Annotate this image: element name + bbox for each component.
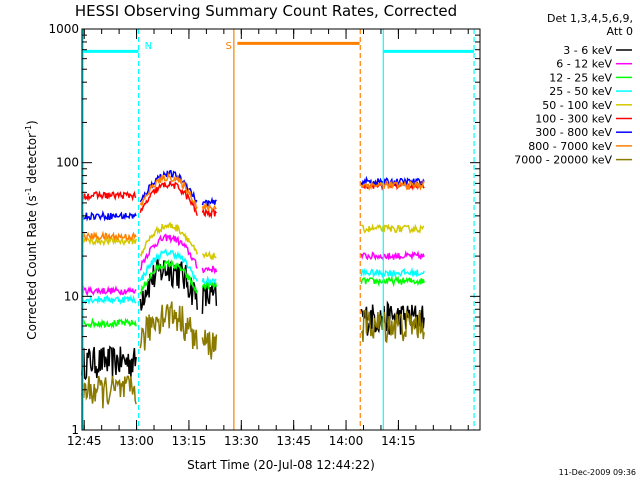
series-3-segment-4 <box>360 275 425 288</box>
legend-label-5: 50 - 100 keV <box>542 99 612 112</box>
y-tick-label: 1 <box>71 423 79 437</box>
y-axis-label: Corrected Count Rate (s-1 detector-1) <box>24 120 39 339</box>
x-tick-label: 14:00 <box>329 434 364 448</box>
series-9 <box>81 301 425 409</box>
x-axis: 12:45 13:00 13:15 13:30 13:45 14:00 14:15 <box>67 29 469 448</box>
series-5-segment-4 <box>361 223 425 234</box>
series-8-segment-1 <box>81 230 137 243</box>
y-tick-label: 1000 <box>48 22 79 36</box>
series-6-segment-3 <box>201 207 217 220</box>
legend-label-2: 6 - 12 keV <box>556 58 612 71</box>
series-8-segment-3 <box>201 202 217 212</box>
series-8 <box>81 171 425 243</box>
series-2-segment-3 <box>201 265 218 275</box>
series-9-segment-3 <box>201 329 218 360</box>
series-2 <box>81 233 425 297</box>
legend-header-detectors: Det 1,3,4,5,6,9, <box>547 12 633 25</box>
series-9-segment-4 <box>360 309 425 344</box>
marker-n: N <box>145 41 152 52</box>
marker-s: S <box>225 41 231 52</box>
series-4-segment-1 <box>81 294 137 306</box>
series-3 <box>81 259 425 330</box>
series-6-segment-2 <box>139 181 198 216</box>
chart-title: HESSI Observing Summary Count Rates, Cor… <box>75 2 457 20</box>
data-layer <box>81 170 425 409</box>
series-4 <box>81 248 425 306</box>
x-axis-label: Start Time (20-Jul-08 12:44:22) <box>187 458 375 472</box>
legend-label-9: 7000 - 20000 keV <box>514 154 612 167</box>
series-2-segment-4 <box>360 250 425 262</box>
series-4-segment-2 <box>139 248 198 282</box>
series-2-segment-2 <box>139 233 198 271</box>
legend-label-6: 100 - 300 keV <box>535 113 612 126</box>
series-4-segment-4 <box>360 267 425 279</box>
series-5-segment-2 <box>139 221 198 258</box>
legend-label-7: 300 - 800 keV <box>535 126 612 139</box>
x-tick-label: 13:00 <box>119 434 154 448</box>
legend-label-8: 800 - 7000 keV <box>528 140 612 153</box>
y-tick-label: 10 <box>64 289 79 303</box>
timestamp: 11-Dec-2009 09:36 <box>559 468 636 477</box>
series-4-segment-3 <box>201 275 217 287</box>
series-2-segment-1 <box>81 285 137 297</box>
series-7-segment-1 <box>81 210 137 222</box>
series-9-segment-1 <box>81 375 137 409</box>
series-3-segment-2 <box>139 259 198 297</box>
series-1-segment-1 <box>81 345 137 381</box>
series-1 <box>81 258 425 381</box>
x-tick-label: 13:45 <box>276 434 311 448</box>
x-tick-label: 14:15 <box>381 434 416 448</box>
y-axis: 1 10 100 1000 <box>48 22 480 437</box>
legend-header-attenuator: Att 0 <box>607 25 633 38</box>
x-tick-label: 13:15 <box>172 434 207 448</box>
legend-label-1: 3 - 6 keV <box>563 44 612 57</box>
series-6 <box>81 180 425 220</box>
series-5-segment-3 <box>201 250 217 261</box>
legend-label-3: 12 - 25 keV <box>549 71 612 84</box>
legend-label-4: 25 - 50 keV <box>549 85 612 98</box>
y-tick-label: 100 <box>56 156 79 170</box>
series-9-segment-2 <box>139 301 198 351</box>
series-7-segment-3 <box>201 196 217 207</box>
x-tick-label: 13:30 <box>224 434 259 448</box>
series-3-segment-1 <box>81 317 137 330</box>
series-8-segment-2 <box>139 171 198 211</box>
x-tick-label: 12:45 <box>67 434 102 448</box>
series-6-segment-1 <box>81 190 137 202</box>
plot-frame <box>81 28 481 431</box>
series-8-segment-4 <box>360 179 425 192</box>
